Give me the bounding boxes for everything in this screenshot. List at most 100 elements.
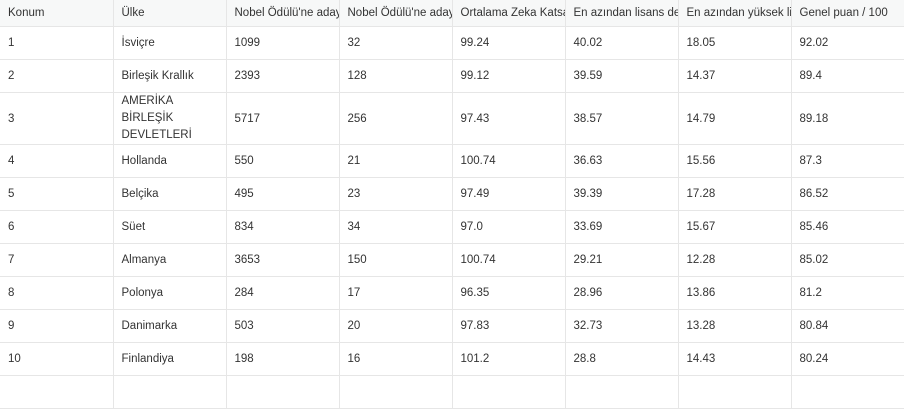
column-header[interactable]: Nobel Ödülü'ne aday g: [226, 0, 340, 27]
column-header[interactable]: Ortalama Zeka Katsay: [452, 0, 566, 27]
table-cell: 198: [226, 342, 340, 376]
table-cell: 100.74: [452, 243, 566, 277]
table-cell: 2393: [226, 59, 340, 93]
table-row: 8 Polonya 284 17 96.35 28.96 13.86 81.2: [0, 276, 904, 310]
table-cell: 21: [339, 144, 453, 178]
empty-row: [0, 375, 904, 409]
table-cell: 29.21: [565, 243, 679, 277]
table-cell: 284: [226, 276, 340, 310]
table-cell: 2: [0, 59, 114, 93]
table-cell: 550: [226, 144, 340, 178]
column-header[interactable]: Ülke: [113, 0, 227, 27]
table-cell: 13.86: [678, 276, 792, 310]
table-cell: 85.46: [791, 210, 904, 244]
empty-cell: [226, 375, 340, 409]
table-cell: 89.18: [791, 92, 904, 145]
column-header[interactable]: En azından lisans dere: [565, 0, 679, 27]
table-cell: 97.43: [452, 92, 566, 145]
table-row: 9 Danimarka 503 20 97.83 32.73 13.28 80.84: [0, 309, 904, 343]
table-cell: 3: [0, 92, 114, 145]
table-cell: AMERİKA BİRLEŞİK DEVLETLERİ: [113, 92, 227, 145]
table-cell: 36.63: [565, 144, 679, 178]
table-cell: 8: [0, 276, 114, 310]
table-row: 2 Birleşik Krallık 2393 128 99.12 39.59 14.37 8…: [0, 59, 904, 93]
empty-cell: [113, 375, 227, 409]
table-row: 7 Almanya 3653 150 100.74 29.21 12.28 85.02: [0, 243, 904, 277]
table-cell: Danimarka: [113, 309, 227, 343]
empty-cell: [678, 375, 792, 409]
table-cell: 89.4: [791, 59, 904, 93]
table-cell: 15.67: [678, 210, 792, 244]
table-cell: 39.39: [565, 177, 679, 211]
table-cell: 28.8: [565, 342, 679, 376]
table-cell: 80.24: [791, 342, 904, 376]
table-cell: 23: [339, 177, 453, 211]
table-cell: 87.3: [791, 144, 904, 178]
table-cell: 4: [0, 144, 114, 178]
table-cell: 1: [0, 26, 114, 60]
table-cell: 15.56: [678, 144, 792, 178]
table-cell: 86.52: [791, 177, 904, 211]
table-cell: 5717: [226, 92, 340, 145]
table-body: 1 İsviçre 1099 32 99.24 40.02 18.05 92.02 2 Birle…: [0, 26, 904, 409]
table-cell: 97.0: [452, 210, 566, 244]
empty-cell: [0, 375, 114, 409]
empty-cell: [339, 375, 453, 409]
table-row: 10 Finlandiya 198 16 101.2 28.8 14.43 80.24: [0, 342, 904, 376]
table-cell: 97.49: [452, 177, 566, 211]
empty-cell: [452, 375, 566, 409]
table-cell: 1099: [226, 26, 340, 60]
table-cell: 80.84: [791, 309, 904, 343]
table-cell: 85.02: [791, 243, 904, 277]
table-row: 1 İsviçre 1099 32 99.24 40.02 18.05 92.02: [0, 26, 904, 60]
table-cell: Süet: [113, 210, 227, 244]
table-cell: 128: [339, 59, 453, 93]
column-header[interactable]: Konum: [0, 0, 114, 27]
table-cell: 12.28: [678, 243, 792, 277]
table-cell: 495: [226, 177, 340, 211]
table-cell: 7: [0, 243, 114, 277]
table-cell: Belçika: [113, 177, 227, 211]
table-cell: 96.35: [452, 276, 566, 310]
table-row: 4 Hollanda 550 21 100.74 36.63 15.56 87.3: [0, 144, 904, 178]
table-cell: Birleşik Krallık: [113, 59, 227, 93]
table-cell: 97.83: [452, 309, 566, 343]
empty-cell: [791, 375, 904, 409]
table-cell: 5: [0, 177, 114, 211]
table-row: 3 AMERİKA BİRLEŞİK DEVLETLERİ 5717 256 97.43…: [0, 92, 904, 145]
table-cell: 834: [226, 210, 340, 244]
column-header[interactable]: Genel puan / 100: [791, 0, 904, 27]
table-cell: 92.02: [791, 26, 904, 60]
table-cell: 14.37: [678, 59, 792, 93]
empty-cell: [565, 375, 679, 409]
table-cell: 17.28: [678, 177, 792, 211]
table-cell: 39.59: [565, 59, 679, 93]
table-cell: 100.74: [452, 144, 566, 178]
table-cell: 40.02: [565, 26, 679, 60]
table-cell: Almanya: [113, 243, 227, 277]
table-cell: 14.79: [678, 92, 792, 145]
column-header[interactable]: Nobel Ödülü'ne aday g: [339, 0, 453, 27]
table-cell: 150: [339, 243, 453, 277]
table-cell: Finlandiya: [113, 342, 227, 376]
table-cell: 9: [0, 309, 114, 343]
table-cell: 3653: [226, 243, 340, 277]
table-row: 5 Belçika 495 23 97.49 39.39 17.28 86.52: [0, 177, 904, 211]
table-cell: 10: [0, 342, 114, 376]
table-cell: 32: [339, 26, 453, 60]
table-cell: 28.96: [565, 276, 679, 310]
table-cell: İsviçre: [113, 26, 227, 60]
table-cell: 503: [226, 309, 340, 343]
table-cell: 99.24: [452, 26, 566, 60]
table-row: 6 Süet 834 34 97.0 33.69 15.67 85.46: [0, 210, 904, 244]
table-cell: 32.73: [565, 309, 679, 343]
table-cell: 14.43: [678, 342, 792, 376]
table-cell: 13.28: [678, 309, 792, 343]
table-cell: 81.2: [791, 276, 904, 310]
column-header[interactable]: En azından yüksek lisa: [678, 0, 792, 27]
table-cell: 34: [339, 210, 453, 244]
table-cell: 256: [339, 92, 453, 145]
table-cell: 101.2: [452, 342, 566, 376]
